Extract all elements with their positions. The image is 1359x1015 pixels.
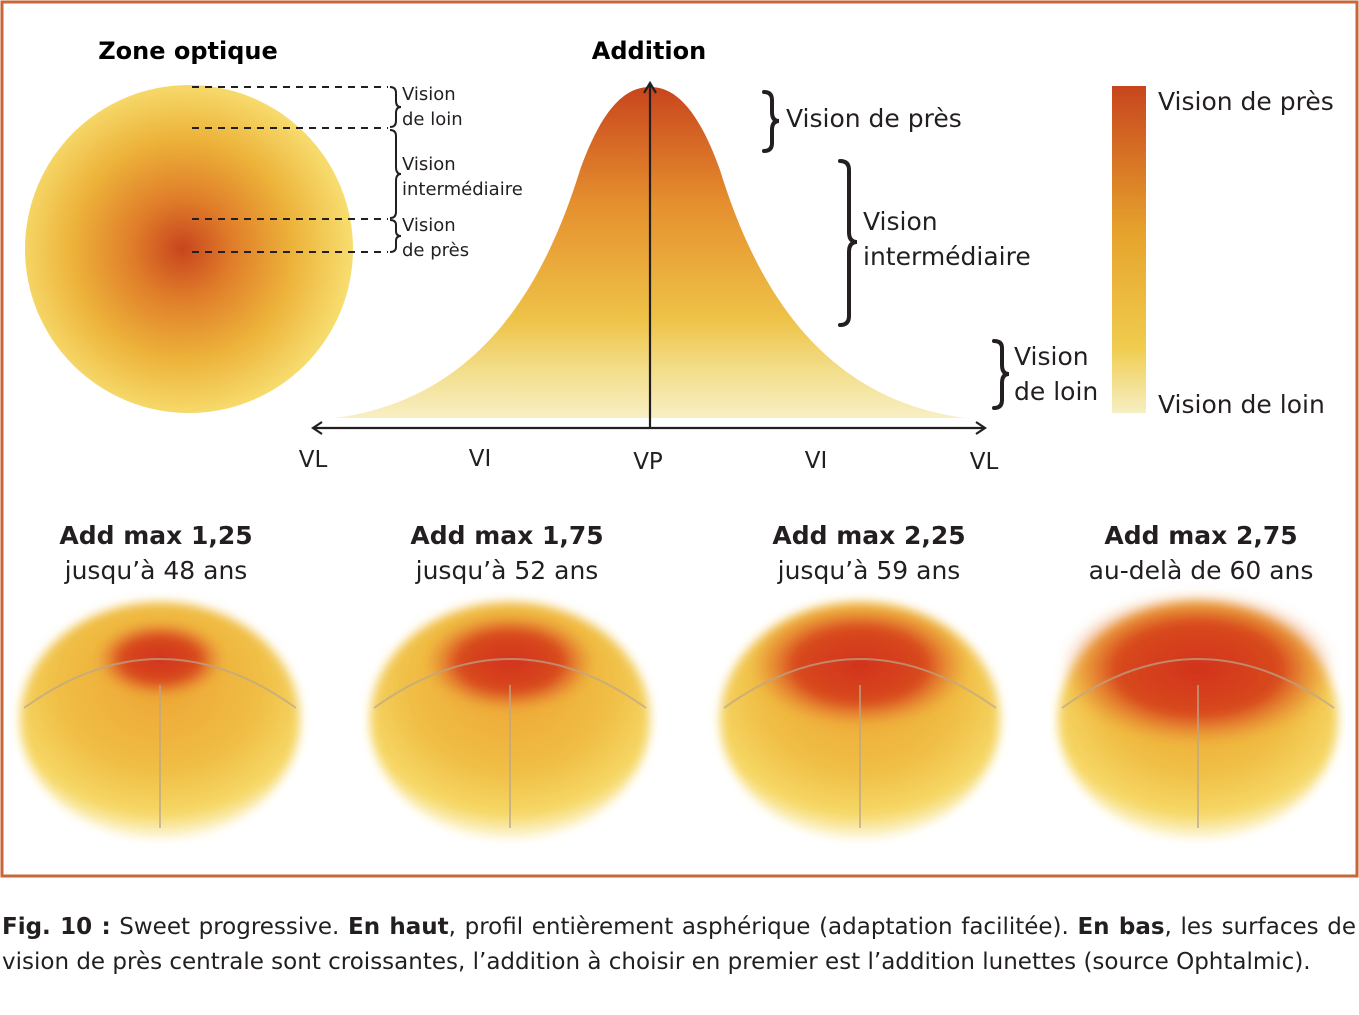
optical-near-label-line1: Vision — [402, 215, 456, 236]
optical-zone-title: Zone optique — [98, 37, 278, 65]
lens-3-meridian-arc — [723, 658, 997, 709]
caption-text-2: , profil entièrement asphérique (adaptat… — [448, 914, 1078, 940]
legend-bottom-label: Vision de loin — [1158, 390, 1325, 419]
lens-4-meridian-arc — [1061, 658, 1335, 709]
curve-near-label: Vision de près — [786, 104, 962, 133]
lens-1-title: Add max 1,25 — [59, 521, 252, 550]
curve-intermediate-label-line2: intermédiaire — [863, 242, 1031, 271]
caption-text-3: , les surfaces de vision de près central… — [2, 914, 1356, 975]
lens-3 — [720, 602, 1000, 838]
lens-2 — [370, 602, 650, 838]
axis-label-vl-left: VL — [299, 447, 328, 473]
caption-text-1: Sweet progressive. — [110, 914, 348, 940]
lens-surfaces — [20, 592, 1338, 838]
optical-zone-braces — [389, 86, 402, 253]
addition-title: Addition — [592, 37, 706, 65]
curve-intermediate-label-line1: Vision — [863, 207, 938, 236]
curve-braces — [762, 90, 1010, 410]
legend-color-bar — [1112, 86, 1146, 413]
optical-far-label-line2: de loin — [402, 109, 463, 130]
axis-label-vp: VP — [633, 449, 663, 475]
optical-intermediate-label-line2: intermédiaire — [402, 179, 523, 200]
optical-near-label-line2: de près — [402, 240, 469, 261]
lens-2-title: Add max 1,75 — [410, 521, 603, 550]
optical-far-label-line1: Vision — [402, 84, 456, 105]
lens-4-title: Add max 2,75 — [1104, 521, 1297, 550]
curve-far-label-line1: Vision — [1014, 342, 1089, 371]
caption-bold-bottom: En bas — [1077, 914, 1165, 940]
legend-top-label: Vision de près — [1158, 87, 1334, 116]
lens-3-near-zone — [750, 603, 970, 727]
lens-4-subtitle: au-delà de 60 ans — [1089, 556, 1314, 585]
lens-2-meridian-arc — [373, 658, 647, 709]
lens-2-subtitle: jusqu’à 52 ans — [415, 556, 599, 585]
lens-3-subtitle: jusqu’à 59 ans — [777, 556, 961, 585]
curve-far-label-line2: de loin — [1014, 377, 1098, 406]
figure-frame — [0, 0, 1359, 878]
lens-3-title: Add max 2,25 — [772, 521, 965, 550]
lens-4-near-zone — [1061, 592, 1335, 745]
axis-label-vi-left: VI — [469, 446, 492, 472]
vertical-axis — [643, 80, 657, 428]
lens-2-near-zone — [424, 612, 596, 711]
axis-label-vl-right: VL — [970, 449, 999, 475]
optical-zone-disc — [25, 85, 353, 413]
figure-caption: Fig. 10 : Sweet progressive. En haut, pr… — [2, 910, 1356, 980]
figure: Zone optique Vision de loin Vision inter… — [0, 0, 1359, 878]
axis-label-vi-right: VI — [805, 448, 828, 474]
caption-label: Fig. 10 : — [2, 914, 111, 940]
lens-1-subtitle: jusqu’à 48 ans — [64, 556, 248, 585]
optical-intermediate-label-line1: Vision — [402, 154, 456, 175]
optical-zone-dashed-lines — [192, 86, 388, 253]
lens-1 — [20, 602, 300, 838]
caption-bold-top: En haut — [348, 914, 449, 940]
lens-4 — [1058, 592, 1338, 838]
lens-1-meridian-arc — [23, 658, 297, 709]
